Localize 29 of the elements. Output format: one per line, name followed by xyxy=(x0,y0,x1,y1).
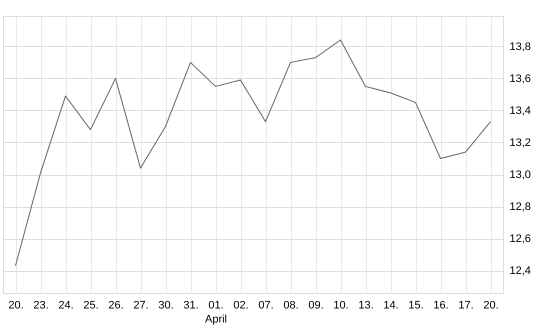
y-tick-label: 13,0 xyxy=(510,169,531,182)
x-tick-label: 20. xyxy=(483,300,499,312)
y-tick-label: 13,8 xyxy=(510,40,531,53)
x-tick-label: 07. xyxy=(258,300,274,312)
x-tick-label: 10. xyxy=(333,300,349,312)
x-tick-label: 16. xyxy=(433,300,449,312)
x-tick-label: 20. xyxy=(8,300,24,312)
x-tick-label: 01. April xyxy=(204,300,228,326)
y-tick-label: 13,2 xyxy=(510,136,531,149)
x-tick-label: 30. xyxy=(158,300,174,312)
x-tick-label: 23. xyxy=(33,300,49,312)
x-tick-label: 25. xyxy=(83,300,99,312)
x-tick-label: 13. xyxy=(358,300,374,312)
x-tick-label: 31. xyxy=(183,300,199,312)
x-tick-label: 02. xyxy=(233,300,249,312)
x-tick-label: 26. xyxy=(108,300,124,312)
x-tick-label: 15. xyxy=(408,300,424,312)
x-tick-label: 09. xyxy=(308,300,324,312)
y-tick-label: 13,6 xyxy=(510,72,531,85)
y-tick-label: 12,4 xyxy=(510,265,531,278)
y-tick-label: 12,8 xyxy=(510,201,531,214)
y-tick-label: 12,6 xyxy=(510,233,531,246)
x-tick-label: 08. xyxy=(283,300,299,312)
x-tick-label: 24. xyxy=(58,300,74,312)
x-tick-label: 14. xyxy=(383,300,399,312)
y-tick-label: 13,4 xyxy=(510,104,531,117)
line-series xyxy=(15,40,491,266)
x-tick-label: 17. xyxy=(458,300,474,312)
x-tick-label: 27. xyxy=(133,300,149,312)
